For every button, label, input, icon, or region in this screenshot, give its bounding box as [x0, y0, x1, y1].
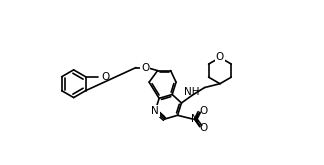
Text: N: N: [191, 114, 199, 124]
Text: O: O: [199, 123, 207, 133]
Text: O: O: [216, 52, 224, 62]
Text: N: N: [151, 106, 159, 116]
Text: O: O: [141, 63, 149, 73]
Text: O: O: [199, 106, 207, 116]
Text: NH: NH: [184, 87, 200, 97]
Text: O: O: [101, 72, 110, 82]
